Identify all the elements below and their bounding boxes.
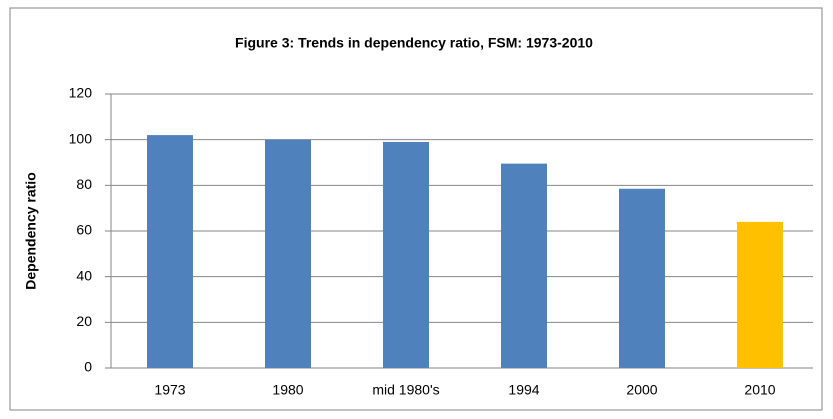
y-tick-label: 20 (76, 313, 92, 329)
y-tick-label: 0 (84, 359, 92, 375)
y-tick-label: 120 (69, 85, 93, 101)
x-tick-label: 1980 (272, 382, 303, 398)
bar (501, 163, 547, 368)
bar (383, 141, 429, 368)
x-tick-label: 2000 (626, 382, 657, 398)
y-tick-label: 100 (69, 130, 93, 146)
bar (737, 221, 783, 368)
y-tick-label: 40 (76, 267, 92, 283)
bar (619, 188, 665, 368)
y-tick-label: 60 (76, 222, 92, 238)
y-axis-label: Dependency ratio (23, 172, 39, 289)
x-tick-label: 1994 (508, 382, 539, 398)
bar (147, 135, 193, 368)
bar (265, 139, 311, 368)
chart-title: Figure 3: Trends in dependency ratio, FS… (235, 35, 593, 51)
y-tick-label: 80 (76, 176, 92, 192)
x-tick-label: mid 1980's (372, 382, 439, 398)
x-tick-label: 2010 (744, 382, 775, 398)
x-tick-label: 1973 (154, 382, 185, 398)
